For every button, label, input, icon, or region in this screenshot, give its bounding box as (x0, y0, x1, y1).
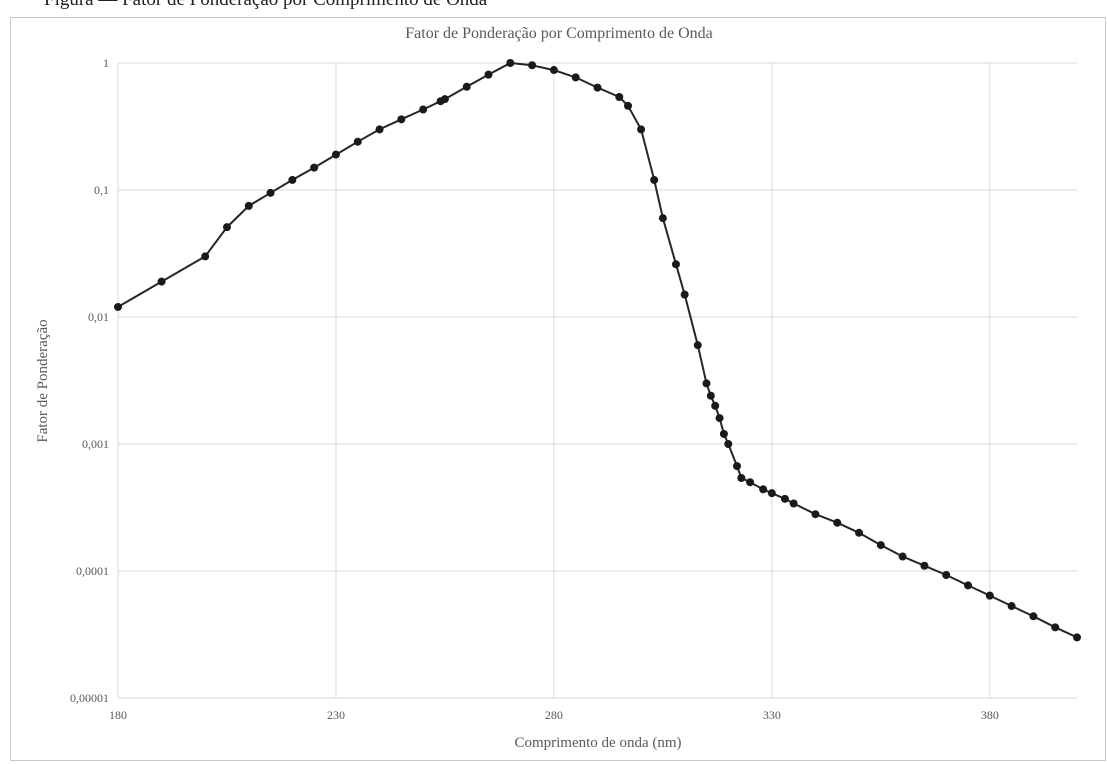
data-point (222, 223, 231, 232)
data-point (1051, 623, 1060, 632)
y-tick-label: 0,001 (82, 437, 109, 451)
data-point (1007, 602, 1016, 611)
x-axis-title: Comprimento de onda (nm) (514, 735, 681, 751)
y-tick-labels: 1 0,1 0,01 0,001 0,0001 0,00001 (70, 56, 109, 705)
data-point (833, 518, 842, 527)
data-point (671, 260, 680, 269)
data-point (244, 201, 253, 210)
y-tick-label: 0,0001 (76, 564, 109, 578)
data-point (985, 591, 994, 600)
x-tick-label: 230 (327, 708, 345, 722)
y-tick-label: 0,1 (94, 183, 109, 197)
top-caption-strip: Figura — Fator de Ponderação por Comprim… (0, 0, 1107, 20)
data-point (1029, 612, 1038, 621)
data-point (114, 302, 122, 311)
data-point (397, 115, 406, 124)
y-tick-label: 1 (103, 56, 109, 70)
data-point (658, 214, 667, 223)
data-point (759, 485, 768, 494)
data-point (440, 95, 449, 104)
data-point (737, 473, 746, 482)
data-point (310, 163, 319, 172)
grid-lines (117, 62, 1077, 699)
data-point (693, 341, 702, 350)
data-point (1073, 633, 1081, 642)
data-point (746, 478, 755, 487)
data-point (484, 70, 493, 79)
data-point (789, 499, 798, 508)
data-point (732, 462, 741, 471)
data-point (942, 571, 951, 580)
data-point (711, 401, 720, 410)
data-point (702, 379, 711, 388)
x-tick-labels: 180 230 280 330 380 (109, 708, 999, 722)
data-point (549, 66, 558, 75)
data-point (898, 552, 907, 561)
data-point (462, 82, 471, 91)
data-point (876, 541, 885, 550)
chart-frame (10, 17, 1106, 761)
x-tick-label: 180 (109, 708, 127, 722)
data-point (920, 561, 929, 570)
data-point (637, 125, 646, 134)
data-point (964, 581, 973, 590)
data-point (724, 440, 733, 448)
data-point (780, 494, 789, 503)
x-tick-label: 330 (763, 708, 781, 722)
data-series (114, 59, 1081, 642)
figure-caption: Figura — Fator de Ponderação por Comprim… (44, 0, 487, 11)
data-point (288, 175, 297, 184)
data-point (615, 92, 624, 101)
data-point (855, 528, 864, 537)
x-tick-label: 380 (981, 708, 999, 722)
data-point (624, 101, 633, 110)
data-point (706, 391, 715, 400)
data-point (375, 125, 384, 134)
chart-title: Fator de Ponderação por Comprimento de O… (405, 25, 712, 42)
y-tick-label: 0,01 (88, 310, 109, 324)
data-point (811, 510, 820, 519)
data-point (767, 489, 776, 498)
data-point (571, 73, 580, 82)
data-point (506, 59, 515, 67)
data-point (419, 105, 428, 114)
data-point (680, 290, 689, 299)
y-tick-label: 0,00001 (70, 691, 109, 705)
data-point (201, 252, 210, 261)
data-point (528, 61, 537, 70)
x-tick-label: 280 (545, 708, 563, 722)
data-point (353, 137, 362, 146)
data-point (331, 150, 340, 159)
series-line (117, 62, 1078, 639)
y-axis-title: Fator de Ponderação (35, 319, 51, 442)
data-point (719, 429, 728, 438)
data-point (157, 277, 166, 286)
data-point (715, 414, 724, 423)
data-point (266, 188, 275, 197)
data-point (593, 83, 602, 92)
data-point (650, 175, 659, 184)
